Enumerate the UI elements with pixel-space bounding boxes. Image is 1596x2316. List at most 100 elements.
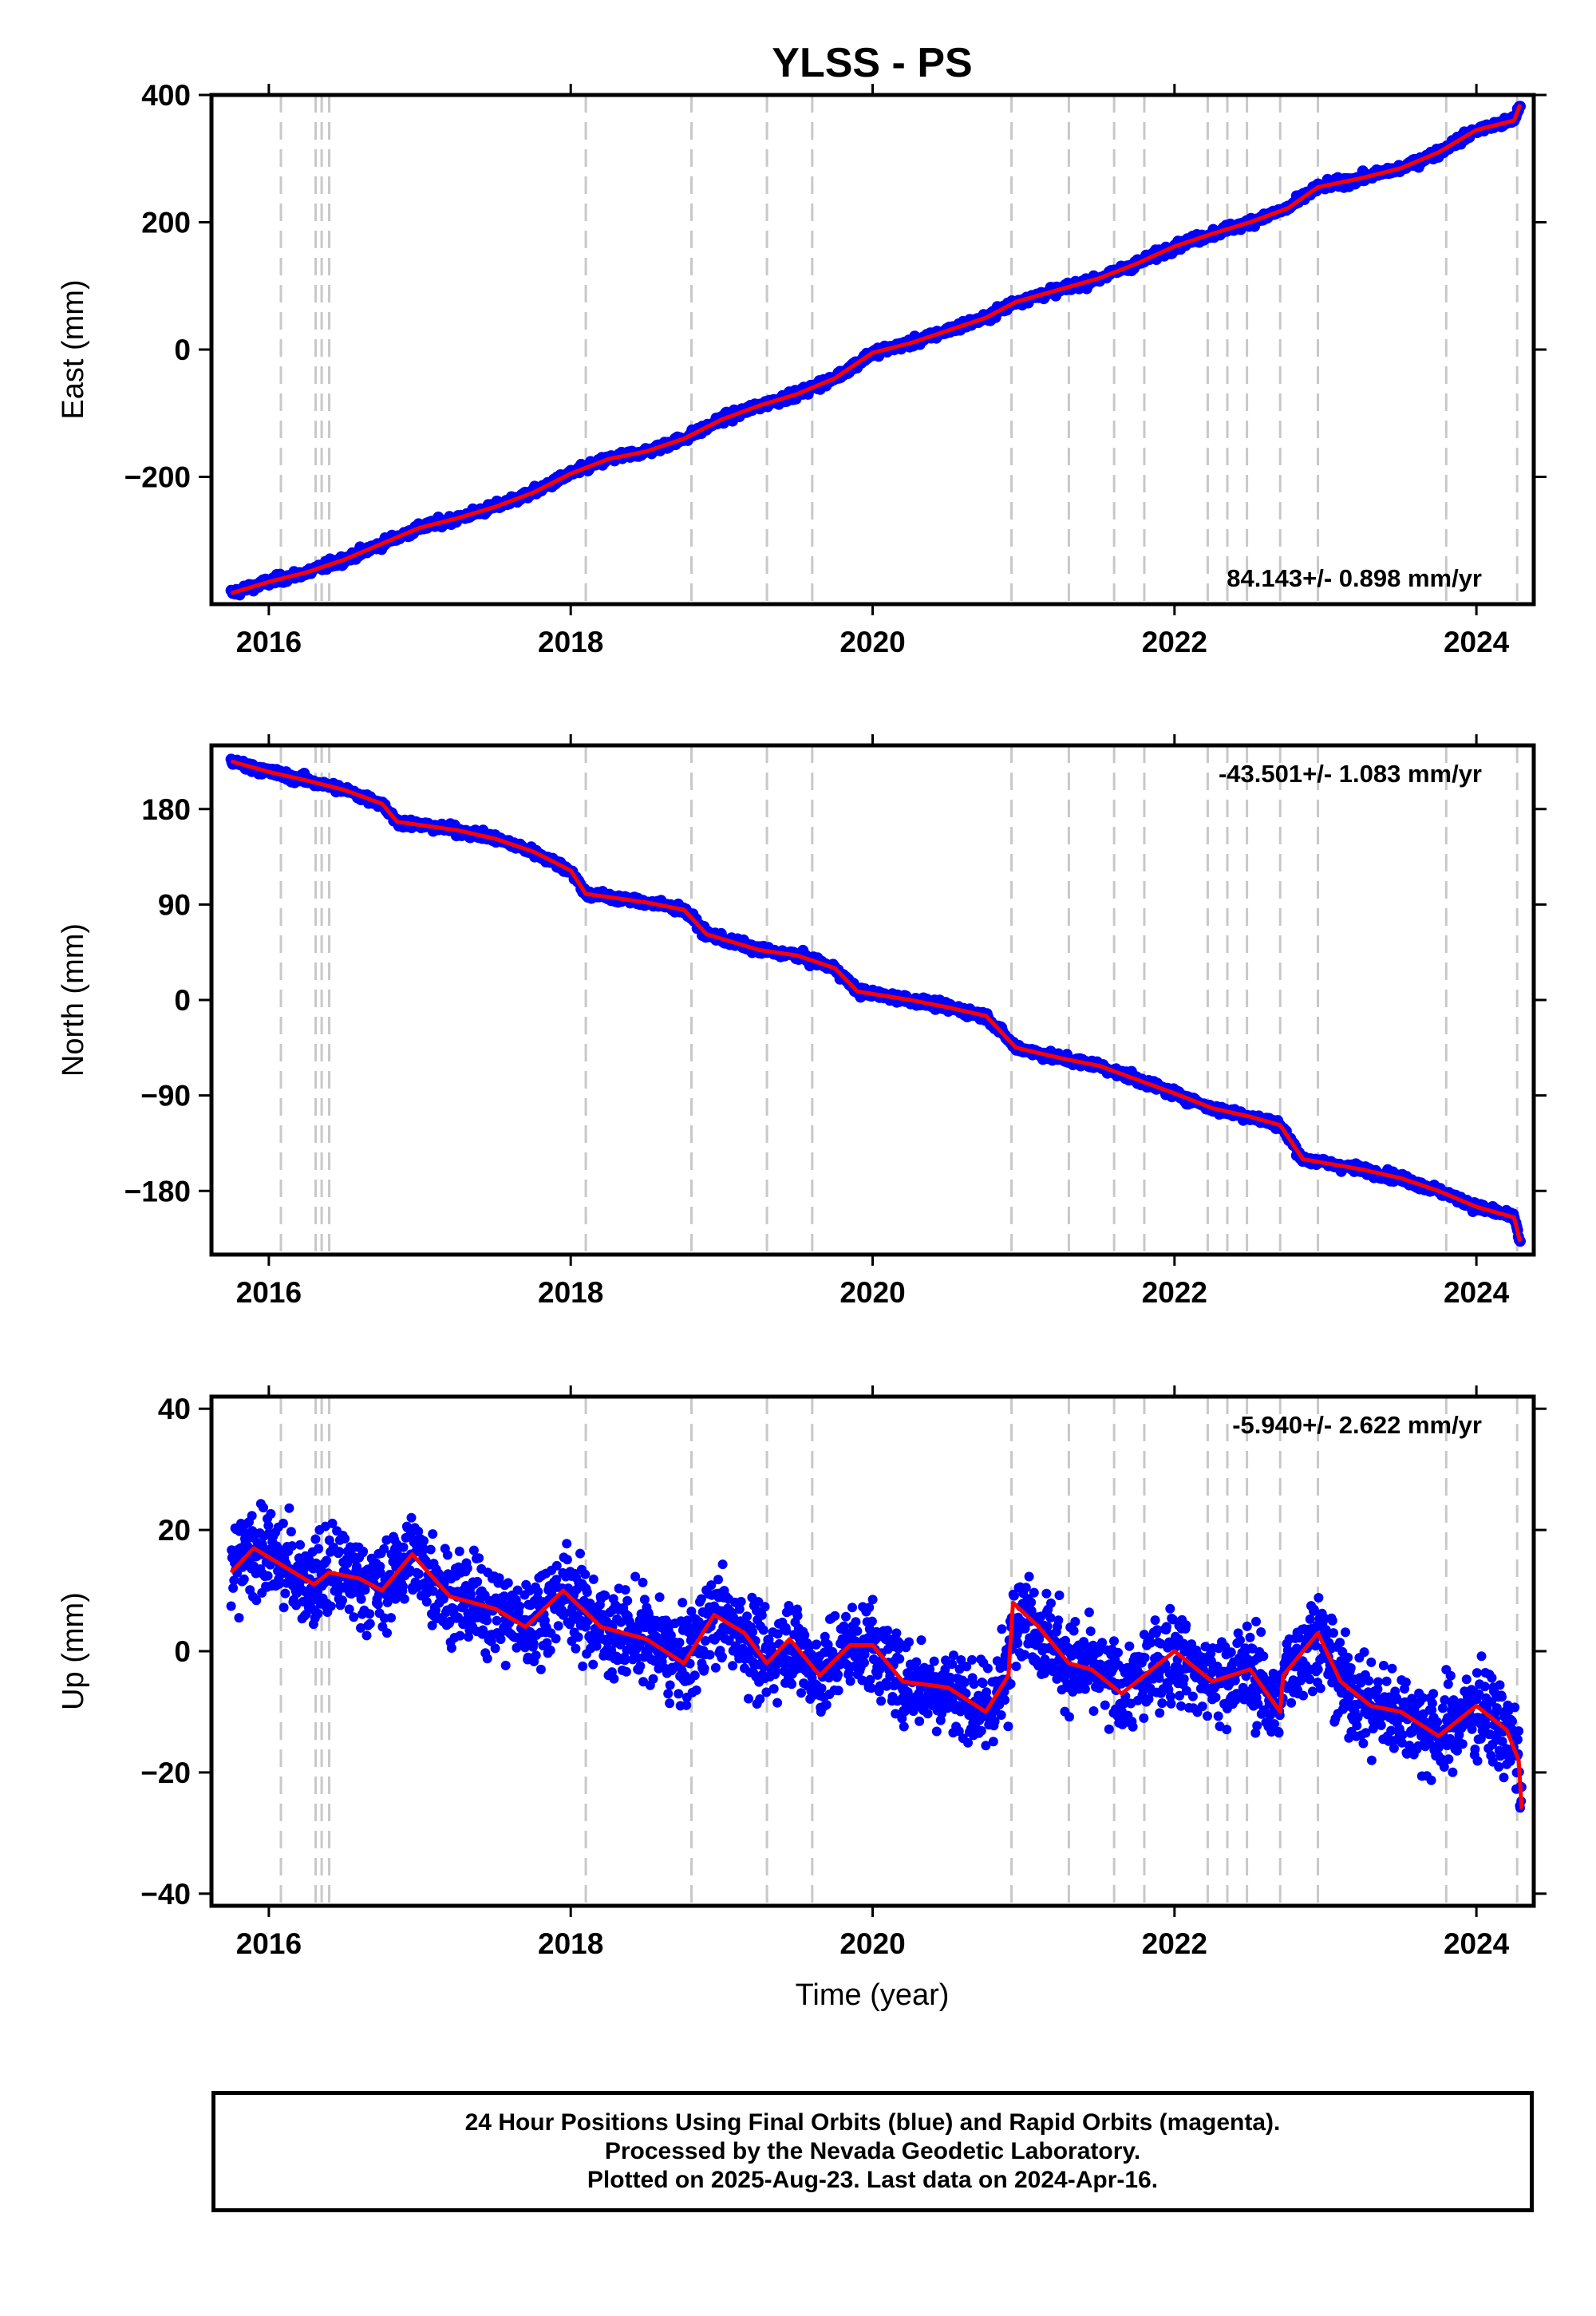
data-point	[1097, 1638, 1108, 1648]
data-point	[1026, 1597, 1037, 1607]
data-point	[1009, 1591, 1019, 1601]
data-point	[982, 1687, 992, 1697]
data-point	[338, 1595, 347, 1606]
data-point	[949, 1650, 958, 1661]
y-tick-label: −90	[140, 1080, 191, 1113]
data-point	[313, 1608, 323, 1618]
data-point	[630, 1571, 641, 1582]
data-point	[988, 1737, 998, 1747]
data-point	[1042, 1621, 1053, 1631]
data-point	[551, 1634, 561, 1644]
data-point	[883, 1626, 893, 1635]
data-point	[365, 1618, 375, 1629]
data-point	[760, 1602, 770, 1612]
data-point	[816, 1683, 827, 1694]
data-point	[1069, 1626, 1079, 1636]
data-point	[616, 1617, 626, 1627]
data-point	[427, 1620, 437, 1630]
data-point	[674, 1638, 685, 1648]
data-point	[229, 1575, 239, 1586]
x-tick-label: 2022	[1142, 1276, 1207, 1309]
data-point	[845, 1676, 855, 1686]
data-point	[327, 1518, 338, 1528]
y-tick-label: −200	[124, 461, 191, 494]
data-point	[947, 1659, 958, 1670]
data-point	[959, 1678, 970, 1688]
data-point	[1128, 1721, 1138, 1732]
data-point	[468, 1545, 479, 1555]
data-point	[515, 1601, 525, 1611]
data-point	[997, 1624, 1007, 1634]
data-point	[1033, 1661, 1044, 1671]
data-point	[796, 1688, 806, 1698]
data-point	[635, 1661, 646, 1671]
data-point	[665, 1680, 675, 1690]
data-point	[847, 1603, 857, 1613]
data-point	[734, 1604, 745, 1614]
y-tick-label: 180	[141, 793, 191, 826]
data-point	[859, 1658, 869, 1668]
data-point	[342, 1559, 353, 1568]
data-point	[263, 1571, 273, 1581]
data-point	[1109, 1636, 1119, 1646]
data-point	[954, 1726, 964, 1737]
data-point	[931, 1726, 942, 1737]
data-point	[632, 1653, 642, 1663]
data-point	[279, 1603, 289, 1613]
data-point	[500, 1660, 511, 1670]
data-point	[772, 1697, 783, 1708]
data-point	[915, 1716, 925, 1726]
data-point	[494, 1573, 504, 1583]
data-point	[533, 1587, 543, 1597]
data-point	[496, 1634, 506, 1644]
data-point	[1152, 1625, 1163, 1635]
data-point	[438, 1594, 448, 1604]
chart-title: YLSS - PS	[772, 40, 972, 86]
x-axis-label: Time (year)	[796, 1978, 950, 2012]
data-point	[772, 1629, 783, 1639]
data-point	[286, 1527, 296, 1537]
data-point	[768, 1684, 779, 1694]
data-point	[449, 1604, 459, 1614]
data-point	[1080, 1684, 1090, 1694]
data-point	[542, 1638, 552, 1648]
data-point	[562, 1539, 572, 1549]
data-point	[428, 1529, 438, 1539]
y-tick-label: 400	[141, 79, 191, 112]
data-point	[334, 1547, 345, 1557]
data-point	[800, 1630, 810, 1640]
data-point	[588, 1659, 598, 1670]
data-point	[823, 1639, 833, 1650]
data-point	[990, 1717, 1000, 1726]
data-point	[600, 1591, 610, 1601]
data-point	[455, 1630, 465, 1641]
data-point	[876, 1696, 887, 1706]
data-point	[453, 1612, 463, 1622]
data-point	[1085, 1626, 1096, 1636]
data-point	[963, 1737, 973, 1748]
data-point	[996, 1710, 1006, 1720]
data-point	[663, 1689, 674, 1699]
data-point	[344, 1604, 354, 1614]
data-point	[891, 1628, 902, 1638]
data-point	[322, 1555, 332, 1566]
data-point	[562, 1555, 572, 1565]
y-tick-label: −180	[124, 1175, 191, 1207]
data-point	[710, 1662, 721, 1673]
data-point	[978, 1678, 988, 1689]
data-point	[621, 1666, 631, 1677]
data-point	[571, 1643, 581, 1654]
data-point	[706, 1580, 717, 1591]
data-point	[841, 1611, 851, 1622]
data-point	[226, 1601, 236, 1611]
data-point	[1020, 1650, 1029, 1660]
data-point	[266, 1508, 276, 1519]
data-point	[545, 1645, 555, 1655]
data-point	[326, 1601, 336, 1611]
data-point	[442, 1550, 452, 1560]
data-point	[1054, 1591, 1065, 1600]
fit-line	[230, 759, 1523, 1243]
